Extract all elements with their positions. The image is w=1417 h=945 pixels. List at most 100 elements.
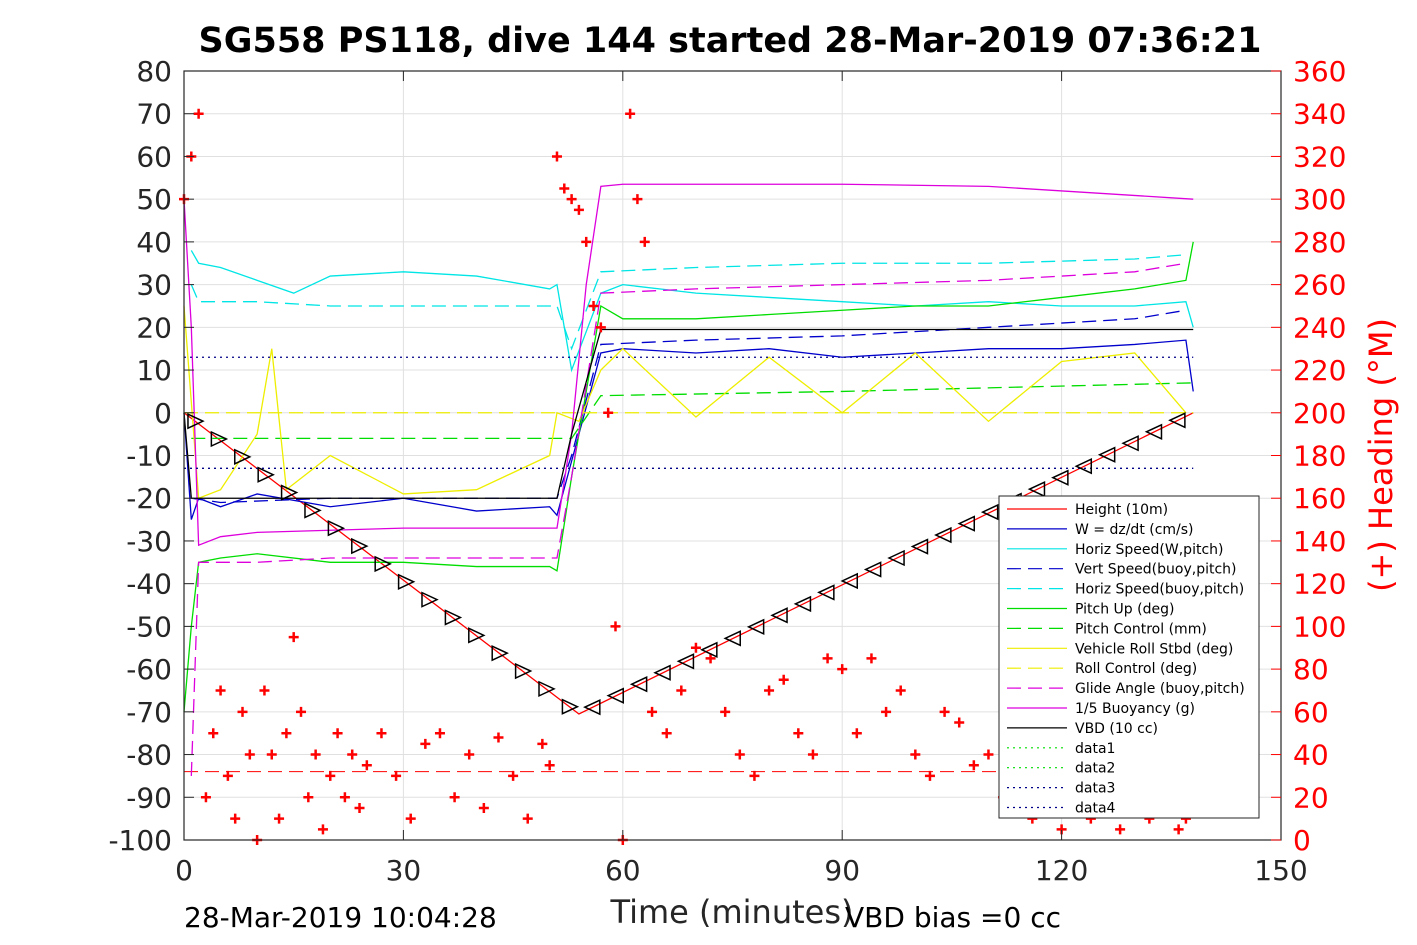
- y-right-tick-label-11: 140: [1293, 525, 1346, 558]
- y-tick-label-0: 80: [136, 55, 172, 88]
- heading-point-65: [837, 664, 848, 675]
- heading-point-14: [281, 728, 292, 739]
- y-right-tick-label-14: 80: [1293, 653, 1329, 686]
- heading-point-47: [610, 621, 621, 632]
- heading-point-57: [720, 706, 731, 717]
- legend-entry-11: VBD (10 cc): [1075, 721, 1158, 737]
- height-marker-1: [210, 430, 229, 448]
- legend-entry-15: data4: [1075, 801, 1116, 817]
- height-marker-41: [1144, 423, 1163, 440]
- y-tick-label-9: -10: [126, 440, 172, 473]
- heading-point-55: [690, 642, 701, 653]
- series-line-11: [183, 328, 1194, 499]
- heading-point-11: [259, 685, 270, 696]
- y-tick-label-16: -80: [126, 739, 172, 772]
- heading-point-42: [573, 204, 584, 215]
- heading-point-7: [230, 813, 241, 824]
- height-marker-2: [234, 448, 252, 466]
- height-marker-33: [957, 515, 976, 532]
- legend-entry-6: Pitch Control (mm): [1075, 621, 1207, 637]
- y-right-tick-label-5: 260: [1293, 269, 1346, 302]
- heading-point-84: [1115, 824, 1126, 835]
- heading-point-71: [924, 770, 935, 781]
- height-marker-31: [910, 538, 929, 555]
- y-right-tick-label-1: 340: [1293, 98, 1346, 131]
- height-marker-20: [653, 664, 671, 681]
- heading-point-13: [274, 813, 285, 824]
- heading-point-67: [866, 653, 877, 664]
- y-tick-label-13: -50: [126, 610, 172, 643]
- footer-vbd-bias: VBD bias =0 cc: [845, 901, 1061, 934]
- series-line-10: [183, 183, 1194, 547]
- y-tick-label-14: -60: [126, 653, 172, 686]
- height-marker-37: [1051, 469, 1069, 486]
- height-marker-22: [700, 641, 718, 658]
- series-line-2: [190, 250, 1194, 373]
- x-axis: 0 30 60 90 120 150: [175, 71, 1308, 887]
- height-marker-40: [1121, 435, 1139, 452]
- legend-entry-9: Glide Angle (buoy,pitch): [1075, 681, 1245, 697]
- height-marker-9: [397, 573, 416, 590]
- heading-point-15: [288, 632, 299, 643]
- x-axis-label: Time (minutes): [610, 893, 854, 931]
- heading-point-39: [551, 151, 562, 162]
- heading-point-44: [588, 300, 599, 311]
- heading-point-19: [317, 824, 328, 835]
- height-marker-39: [1097, 446, 1116, 463]
- legend-entry-14: data3: [1075, 781, 1115, 797]
- chart-title: SG558 PS118, dive 144 started 28-Mar-201…: [199, 21, 1262, 61]
- height-marker-28: [840, 572, 858, 590]
- height-marker-42: [1168, 412, 1186, 429]
- y-tick-label-8: 0: [154, 397, 172, 430]
- heading-point-68: [881, 706, 892, 717]
- y-right-tick-label-7: 220: [1293, 354, 1346, 387]
- height-marker-18: [606, 687, 624, 704]
- heading-point-58: [734, 749, 745, 760]
- legend-entry-3: Vert Speed(buoy,pitch): [1075, 562, 1237, 578]
- heading-point-21: [332, 728, 343, 739]
- legend-entry-1: W = dz/dt (cm/s): [1075, 522, 1194, 538]
- heading-point-22: [339, 792, 350, 803]
- legend-entry-10: 1/5 Buoyancy (g): [1075, 701, 1195, 717]
- legend: Height (10m) W = dz/dt (cm/s) Horiz Speed(…: [998, 495, 1260, 819]
- heading-point-25: [361, 760, 372, 771]
- heading-point-34: [493, 732, 504, 743]
- x-tick-label-0: 0: [175, 854, 193, 887]
- y-tick-label-17: -90: [126, 781, 172, 814]
- legend-entry-13: data2: [1075, 761, 1115, 777]
- series-line-9: [190, 262, 1187, 776]
- height-marker-4: [280, 484, 299, 501]
- y-right-tick-label-13: 100: [1293, 610, 1346, 643]
- y-tick-label-3: 50: [136, 183, 172, 216]
- heading-point-46: [603, 407, 614, 418]
- height-marker-38: [1074, 458, 1093, 475]
- x-tick-label-3: 90: [824, 854, 860, 887]
- y-right-tick-label-18: 0: [1293, 824, 1311, 857]
- y-right-tick-label-3: 300: [1293, 183, 1346, 216]
- heading-point-16: [296, 706, 307, 717]
- heading-point-9: [244, 749, 255, 760]
- heading-point-63: [807, 749, 818, 760]
- heading-point-56: [705, 653, 716, 664]
- heading-point-51: [639, 236, 650, 247]
- height-marker-0: [187, 412, 205, 430]
- heading-point-26: [376, 728, 387, 739]
- heading-point-66: [851, 728, 862, 739]
- heading-point-28: [405, 813, 416, 824]
- y-right-tick-label-12: 120: [1293, 568, 1346, 601]
- series-line-4: [190, 254, 1186, 351]
- legend-entry-8: Roll Control (deg): [1075, 661, 1197, 677]
- heading-point-61: [778, 674, 789, 685]
- x-tick-label-5: 150: [1254, 854, 1307, 887]
- height-marker-34: [980, 503, 999, 521]
- heading-point-30: [434, 728, 445, 739]
- heading-point-8: [237, 706, 248, 717]
- heading-point-41: [566, 194, 577, 205]
- y-axis-right-label: (+) Heading (°M): [1362, 318, 1400, 592]
- footer-timestamp: 28-Mar-2019 10:04:28: [184, 901, 497, 934]
- y-tick-label-18: -100: [108, 824, 172, 857]
- heading-point-40: [559, 183, 570, 194]
- heading-point-2: [193, 108, 204, 119]
- height-marker-21: [676, 653, 695, 670]
- y-right-tick-label-4: 280: [1293, 226, 1346, 259]
